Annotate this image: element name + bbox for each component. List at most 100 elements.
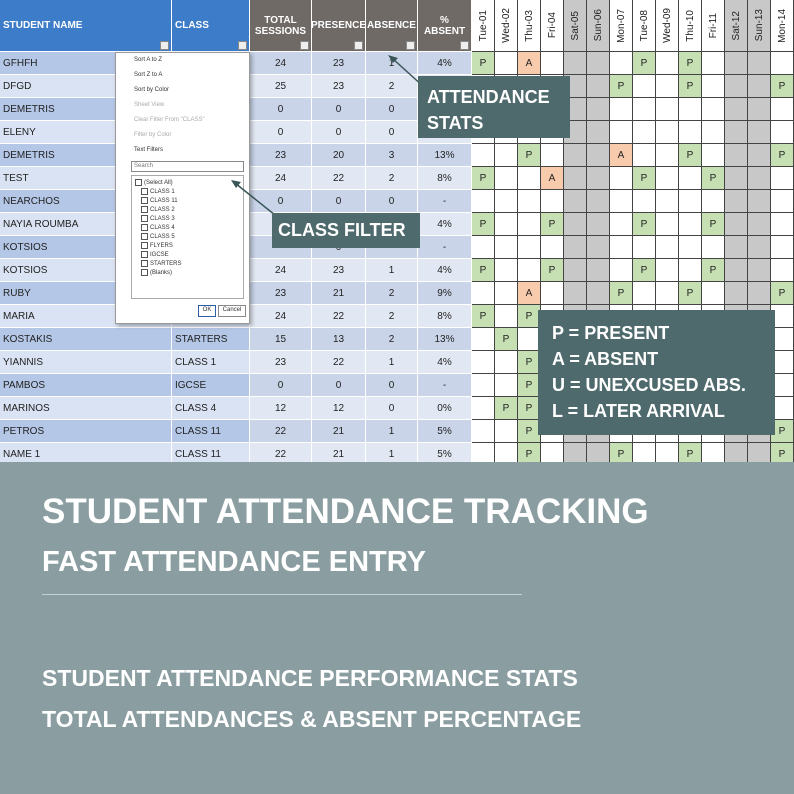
day-cell: P — [472, 259, 495, 282]
day-header: Wed-02 — [495, 0, 518, 52]
day-cell — [495, 213, 518, 236]
cell: 23 — [250, 282, 312, 305]
menu-item[interactable]: Sort A to Z — [134, 57, 163, 63]
day-header: Sun-13 — [748, 0, 771, 52]
option[interactable]: CLASS 2 — [141, 206, 175, 213]
ok-button[interactable]: OK — [198, 305, 216, 317]
legend-entry: U = UNEXCUSED ABS. — [552, 375, 746, 395]
option[interactable]: IGCSE — [141, 251, 169, 258]
option[interactable]: CLASS 1 — [141, 188, 175, 195]
option[interactable]: CLASS 11 — [141, 197, 178, 204]
day-cell — [495, 259, 518, 282]
day-cell — [610, 52, 633, 75]
day-cell — [564, 52, 587, 75]
day-cell — [702, 121, 725, 144]
checkbox — [141, 224, 148, 231]
option[interactable]: FLYERS — [141, 242, 173, 249]
menu-item[interactable]: Sort Z to A — [134, 72, 163, 78]
day-cell — [518, 190, 541, 213]
day-cell — [725, 167, 748, 190]
search-box[interactable]: Search — [131, 161, 244, 172]
day-cell — [633, 144, 656, 167]
day-cell — [702, 236, 725, 259]
checkbox — [141, 233, 148, 240]
filter-button[interactable] — [160, 41, 169, 50]
day-cell — [541, 144, 564, 167]
banner-title: STUDENT ATTENDANCE TRACKING — [42, 492, 649, 531]
cancel-button[interactable]: Cancel — [218, 305, 246, 317]
menu-item[interactable]: Text Filters — [134, 147, 164, 153]
cell: YIANNIS — [0, 351, 172, 374]
option[interactable]: CLASS 4 — [141, 224, 175, 231]
menu-item[interactable]: Sort by Color — [134, 87, 170, 93]
day-cell — [610, 98, 633, 121]
option[interactable]: (Select All) — [135, 179, 173, 186]
option[interactable]: CLASS 5 — [141, 233, 175, 240]
day-cell — [748, 213, 771, 236]
day-cell — [748, 144, 771, 167]
day-cell: P — [679, 282, 702, 305]
day-cell — [495, 420, 518, 443]
day-cell: P — [472, 213, 495, 236]
day-cell: P — [495, 397, 518, 420]
option-label: CLASS 11 — [150, 197, 178, 204]
day-cell — [541, 52, 564, 75]
legend-entry: A = ABSENT — [552, 349, 659, 369]
filter-callout: CLASS FILTER — [272, 213, 420, 248]
day-cell — [541, 190, 564, 213]
day-cell — [564, 190, 587, 213]
filter-button[interactable] — [354, 41, 363, 50]
menu-item: Filter by Color — [134, 132, 172, 138]
day-cell: P — [702, 167, 725, 190]
day-cell — [587, 98, 610, 121]
cell: 2 — [366, 282, 418, 305]
day-cell — [518, 167, 541, 190]
day-cell — [633, 98, 656, 121]
day-cell — [587, 144, 610, 167]
day-cell — [610, 236, 633, 259]
day-cell — [702, 190, 725, 213]
day-cell — [610, 167, 633, 190]
day-cell — [748, 75, 771, 98]
filter-button[interactable] — [300, 41, 309, 50]
filter-button[interactable] — [238, 41, 247, 50]
option[interactable]: STARTERS — [141, 260, 181, 267]
day-cell — [656, 213, 679, 236]
cell: 22 — [312, 305, 366, 328]
cell: 12 — [250, 397, 312, 420]
option-label: (Select All) — [144, 179, 173, 186]
day-header: Mon-07 — [610, 0, 633, 52]
cell: 5% — [418, 420, 472, 443]
checkbox — [141, 260, 148, 267]
day-cell — [725, 121, 748, 144]
cell: 8% — [418, 167, 472, 190]
checkbox — [141, 242, 148, 249]
day-cell: P — [633, 213, 656, 236]
day-cell — [748, 236, 771, 259]
cell: 24 — [250, 167, 312, 190]
day-header: Sun-06 — [587, 0, 610, 52]
cell: PAMBOS — [0, 374, 172, 397]
cell: 25 — [250, 75, 312, 98]
option[interactable]: CLASS 3 — [141, 215, 175, 222]
day-cell — [679, 213, 702, 236]
day-cell — [656, 121, 679, 144]
filter-button[interactable] — [406, 41, 415, 50]
option-label: CLASS 4 — [150, 224, 175, 231]
option-label: CLASS 1 — [150, 188, 175, 195]
cell: 21 — [312, 420, 366, 443]
filter-button[interactable] — [460, 41, 469, 50]
day-cell — [495, 305, 518, 328]
cell: STARTERS — [172, 328, 250, 351]
cell: 2 — [366, 167, 418, 190]
day-header: Thu-10 — [679, 0, 702, 52]
day-cell — [587, 75, 610, 98]
cell: 23 — [250, 144, 312, 167]
cell: CLASS 11 — [172, 420, 250, 443]
day-header: Tue-08 — [633, 0, 656, 52]
cell: 13% — [418, 144, 472, 167]
checkbox — [141, 206, 148, 213]
day-cell — [656, 259, 679, 282]
option[interactable]: (Blanks) — [141, 269, 172, 276]
cell: 2 — [366, 328, 418, 351]
